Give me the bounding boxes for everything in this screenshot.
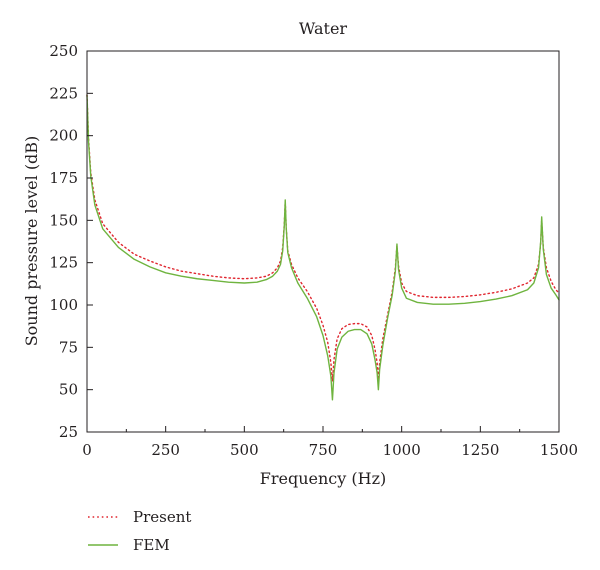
legend-present-label: Present: [133, 508, 191, 526]
y-tick-label: 75: [59, 338, 78, 356]
series-line-present: [86, 94, 560, 382]
x-tick-label: 1250: [461, 441, 499, 459]
x-axis-label: Frequency (Hz): [260, 469, 387, 488]
series-line-fem: [86, 94, 560, 401]
x-tick-label: 250: [151, 441, 180, 459]
plot-frame: [86, 50, 560, 433]
y-tick-label: 175: [49, 169, 78, 187]
x-tick-label: 1500: [540, 441, 578, 459]
y-tick-label: 150: [49, 211, 78, 229]
y-tick-label: 200: [49, 127, 78, 145]
chart-title: Water: [299, 19, 347, 38]
legend-fem-label: FEM: [133, 536, 170, 554]
y-tick-label: 125: [49, 254, 78, 272]
plot-lines: [86, 94, 560, 401]
y-tick-label: 25: [59, 423, 78, 441]
x-tick-label: 1000: [383, 441, 421, 459]
x-tick-label: 0: [82, 441, 92, 459]
y-axis-label: Sound pressure level (dB): [22, 136, 41, 347]
x-tick-label: 500: [230, 441, 259, 459]
y-tick-label: 225: [49, 84, 78, 102]
y-tick-label: 250: [49, 42, 78, 60]
y-tick-label: 100: [49, 296, 78, 314]
y-axis-ticks: 25 50 75 100 125 150 175 200 225 250: [49, 42, 93, 441]
legend: Present FEM: [88, 508, 191, 554]
x-axis-ticks: 0 250 500 750 1000 1250 1500: [82, 426, 578, 459]
y-tick-label: 50: [59, 381, 78, 399]
x-tick-label: 750: [309, 441, 338, 459]
